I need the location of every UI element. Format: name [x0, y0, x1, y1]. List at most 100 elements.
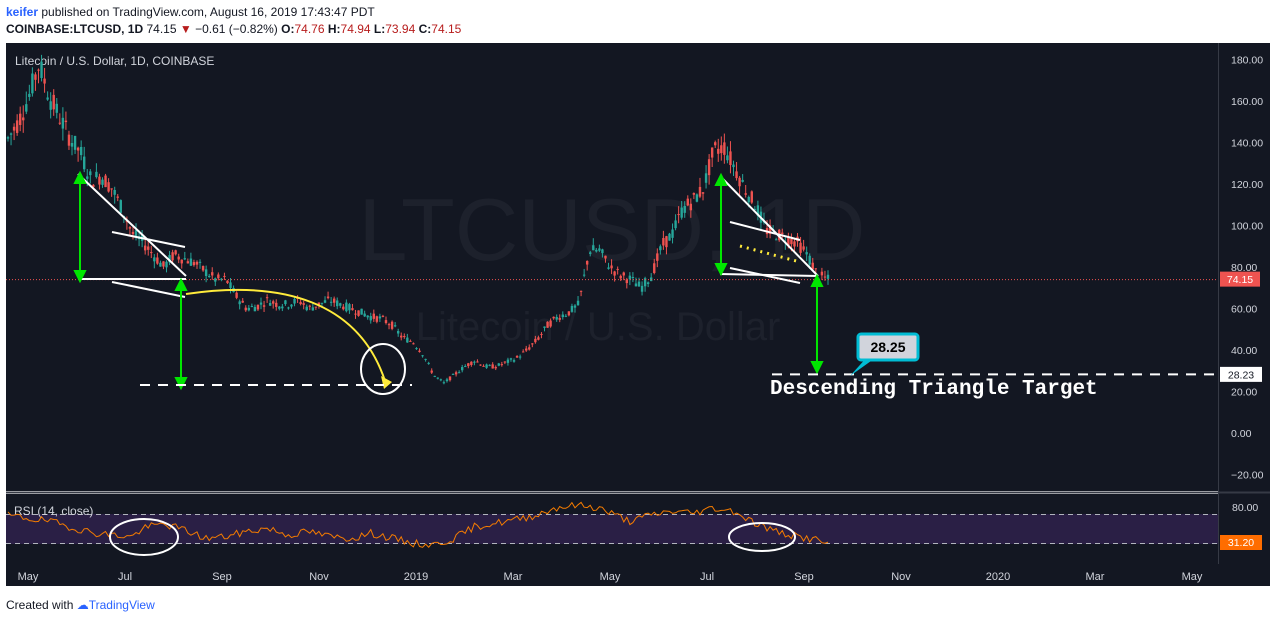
tradingview-link[interactable]: TradingView	[88, 598, 155, 612]
candle-body	[683, 206, 686, 213]
chart-title: Litecoin / U.S. Dollar, 1D, COINBASE	[15, 54, 214, 68]
candle-body	[750, 191, 753, 203]
candle-body	[723, 142, 726, 155]
candle-body	[211, 272, 214, 276]
time-axis[interactable]	[6, 564, 1270, 586]
candle-body	[573, 305, 577, 308]
candle-body	[275, 302, 278, 307]
open-value: 74.76	[294, 22, 325, 36]
rsi-circle-2	[728, 522, 796, 552]
x-tick-label: Nov	[309, 571, 329, 583]
published-text: published on TradingView.com, August 16,…	[41, 5, 375, 19]
candle-body	[741, 179, 744, 182]
candle-body	[457, 372, 461, 374]
candle-body	[418, 350, 421, 353]
candle-body	[12, 126, 16, 131]
candle-body	[515, 355, 519, 358]
y-tick-label: 180.00	[1231, 55, 1263, 67]
close-label: C:	[418, 22, 432, 36]
rounding-arc	[185, 288, 387, 385]
candle-body	[656, 253, 659, 261]
candle-body	[332, 298, 336, 303]
candle-body	[162, 261, 165, 267]
candle-body	[15, 120, 19, 133]
candle-body	[375, 316, 379, 322]
candle-body	[461, 367, 464, 371]
high-label: H:	[327, 22, 341, 36]
annotation-text: Descending Triangle Target	[770, 378, 1098, 401]
candle-body	[671, 229, 674, 238]
candle-body	[616, 268, 619, 270]
candle-body	[311, 307, 315, 311]
candle-body	[735, 171, 738, 179]
candle-body	[467, 363, 470, 367]
target-price-label-box	[1220, 366, 1262, 382]
candle-body	[189, 258, 193, 266]
candle-body	[543, 326, 546, 328]
candle-body	[86, 176, 89, 179]
candle-body	[753, 208, 757, 211]
candle-body	[31, 73, 34, 94]
candle-body	[689, 203, 693, 211]
channel2-lower-line	[729, 267, 801, 284]
candle-body	[272, 301, 275, 304]
candle-body	[579, 290, 583, 292]
arrow2-head-down	[174, 377, 188, 391]
candle-body	[357, 310, 360, 316]
y-tick-label: 140.00	[1231, 138, 1263, 150]
y-tick-label: 100.00	[1231, 221, 1263, 233]
candle-body	[34, 74, 37, 80]
candle-body	[518, 356, 522, 358]
candle-body	[726, 155, 729, 161]
candle-body	[470, 361, 473, 366]
candle-body	[662, 238, 665, 246]
candle-body	[686, 198, 689, 206]
candle-body	[268, 303, 272, 306]
candle-body	[525, 348, 528, 351]
last-price-label: 74.15	[1227, 274, 1253, 286]
candle-body	[744, 193, 747, 195]
candle-body	[488, 364, 491, 366]
candle-body	[153, 257, 156, 262]
candle-body	[265, 297, 269, 299]
candle-body	[665, 236, 668, 248]
footer: Created with ☁TradingView	[6, 598, 155, 612]
candle-body	[37, 69, 40, 71]
candle-body	[235, 292, 238, 298]
candle-body	[406, 337, 409, 343]
candle-body	[247, 307, 251, 311]
channel2-upper-line	[729, 221, 801, 241]
candle-body	[250, 306, 254, 308]
candle-body	[150, 252, 153, 254]
callout-text: 28.25	[870, 339, 905, 355]
candle-body	[653, 263, 656, 273]
candle-body	[293, 298, 296, 304]
candle-body	[390, 321, 394, 329]
candle-body	[171, 252, 174, 261]
candle-body	[768, 225, 772, 234]
candle-body	[52, 94, 55, 110]
price-axis[interactable]	[1218, 43, 1270, 564]
candle-body	[576, 300, 580, 306]
candle-body	[500, 364, 504, 366]
candle-body	[464, 366, 467, 368]
candle-body	[351, 308, 354, 311]
y-tick-label: 160.00	[1231, 96, 1263, 108]
candle-body	[396, 330, 400, 334]
author-link[interactable]: keifer	[6, 5, 39, 19]
candle-body	[546, 321, 549, 328]
candle-body	[339, 303, 342, 306]
candle-body	[555, 316, 558, 320]
candle-body	[101, 179, 104, 185]
candle-body	[707, 159, 711, 176]
rsi-circle-1	[109, 518, 179, 556]
candle-body	[360, 308, 363, 315]
candle-body	[628, 275, 632, 280]
candle-body	[393, 325, 397, 327]
candle-body	[595, 249, 598, 252]
candle-body	[329, 301, 333, 303]
candle-body	[104, 175, 107, 188]
candle-body	[281, 306, 284, 309]
candle-body	[720, 145, 723, 154]
